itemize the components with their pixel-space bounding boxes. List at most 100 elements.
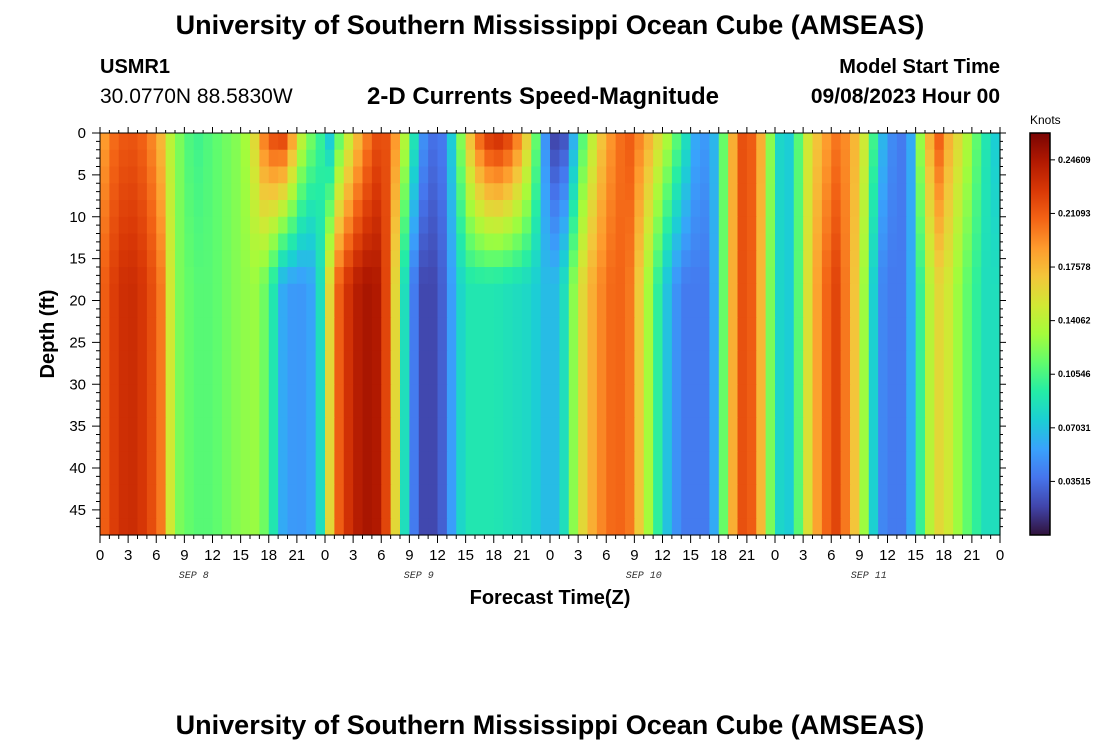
heatmap-cell <box>559 183 570 201</box>
heatmap-cell <box>831 334 842 352</box>
heatmap-cell <box>334 484 345 503</box>
heatmap-cell <box>728 451 739 469</box>
heatmap-cell <box>878 501 889 519</box>
heatmap-cell <box>953 233 964 251</box>
heatmap-cell <box>896 350 907 369</box>
heatmap-cell <box>737 183 748 201</box>
heatmap-cell <box>437 484 448 503</box>
heatmap-cell <box>756 317 767 335</box>
heatmap-cell <box>868 300 879 318</box>
heatmap-cell <box>456 501 467 519</box>
heatmap-cell <box>615 149 626 168</box>
heatmap-cell <box>531 451 542 469</box>
heatmap-cell <box>278 133 289 151</box>
heatmap-cell <box>259 317 270 335</box>
heatmap-cell <box>596 200 607 218</box>
heatmap-cell <box>184 317 195 335</box>
heatmap-cell <box>587 166 598 184</box>
heatmap-cell <box>325 133 335 151</box>
heatmap-cell <box>971 233 982 251</box>
heatmap-cell <box>175 283 185 302</box>
heatmap-cell <box>240 434 251 452</box>
heatmap-cell <box>615 233 626 251</box>
heatmap-cell <box>962 233 973 251</box>
heatmap-cell <box>503 250 514 268</box>
heatmap-cell <box>540 401 551 419</box>
heatmap-cell <box>765 484 776 503</box>
heatmap-cell <box>671 283 682 302</box>
heatmap-cell <box>962 149 973 168</box>
heatmap-cell <box>184 401 195 419</box>
heatmap-cell <box>831 484 842 503</box>
heatmap-cell <box>353 451 364 469</box>
heatmap-cell <box>700 149 710 168</box>
heatmap-cell <box>662 300 673 318</box>
heatmap-cell <box>137 501 148 519</box>
heatmap-cell <box>334 434 345 452</box>
heatmap-cell <box>728 501 739 519</box>
heatmap-cell <box>690 367 701 385</box>
heatmap-cell <box>390 468 401 486</box>
heatmap-cell <box>193 250 204 268</box>
heatmap-cell <box>428 267 439 285</box>
heatmap-cell <box>821 468 832 486</box>
heatmap-cell <box>362 417 373 436</box>
heatmap-cell <box>606 367 617 385</box>
heatmap-cell <box>371 149 382 168</box>
heatmap-cell <box>728 216 739 235</box>
heatmap-cell <box>156 501 167 519</box>
heatmap-cell <box>118 484 129 503</box>
heatmap-cell <box>643 250 654 268</box>
heatmap-cell <box>521 451 532 469</box>
heatmap-cell <box>231 233 242 251</box>
heatmap-cell <box>578 267 589 285</box>
heatmap-cell <box>990 216 1001 235</box>
heatmap-cell <box>371 283 382 302</box>
heatmap-cell <box>868 501 879 519</box>
heatmap-cell <box>531 434 542 452</box>
heatmap-cell <box>268 233 279 251</box>
heatmap-cell <box>934 518 945 536</box>
heatmap-cell <box>653 267 664 285</box>
heatmap-cell <box>765 367 776 385</box>
heatmap-cell <box>437 451 448 469</box>
heatmap-cell <box>850 250 860 268</box>
heatmap-cell <box>287 384 298 402</box>
heatmap-cell <box>390 200 401 218</box>
heatmap-cell <box>137 233 148 251</box>
heatmap-cell <box>906 434 917 452</box>
heatmap-cell <box>362 267 373 285</box>
heatmap-cell <box>278 434 289 452</box>
heatmap-cell <box>793 350 804 369</box>
heatmap-cell <box>334 350 345 369</box>
heatmap-cell <box>840 484 851 503</box>
heatmap-cell <box>868 468 879 486</box>
heatmap-cell <box>925 283 935 302</box>
heatmap-cell <box>184 417 195 436</box>
heatmap-cell <box>353 317 364 335</box>
heatmap-cell <box>456 200 467 218</box>
heatmap-cell <box>962 518 973 536</box>
heatmap-cell <box>315 166 326 184</box>
heatmap-cell <box>896 434 907 452</box>
heatmap-cell <box>756 300 767 318</box>
heatmap-cell <box>400 518 410 536</box>
heatmap-cell <box>662 250 673 268</box>
heatmap-cell <box>718 300 729 318</box>
heatmap-cell <box>531 200 542 218</box>
heatmap-cell <box>821 367 832 385</box>
heatmap-cell <box>915 183 926 201</box>
heatmap-cell <box>821 518 832 536</box>
heatmap-cell <box>296 200 307 218</box>
heatmap-cell <box>643 183 654 201</box>
heatmap-cell <box>146 200 157 218</box>
heatmap-cell <box>728 233 739 251</box>
heatmap-cell <box>175 401 185 419</box>
heatmap-cell <box>353 233 364 251</box>
heatmap-cell <box>512 367 523 385</box>
heatmap-cell <box>315 384 326 402</box>
heatmap-cell <box>831 300 842 318</box>
heatmap-cell <box>643 166 654 184</box>
heatmap-cell <box>953 149 964 168</box>
heatmap-cell <box>596 183 607 201</box>
